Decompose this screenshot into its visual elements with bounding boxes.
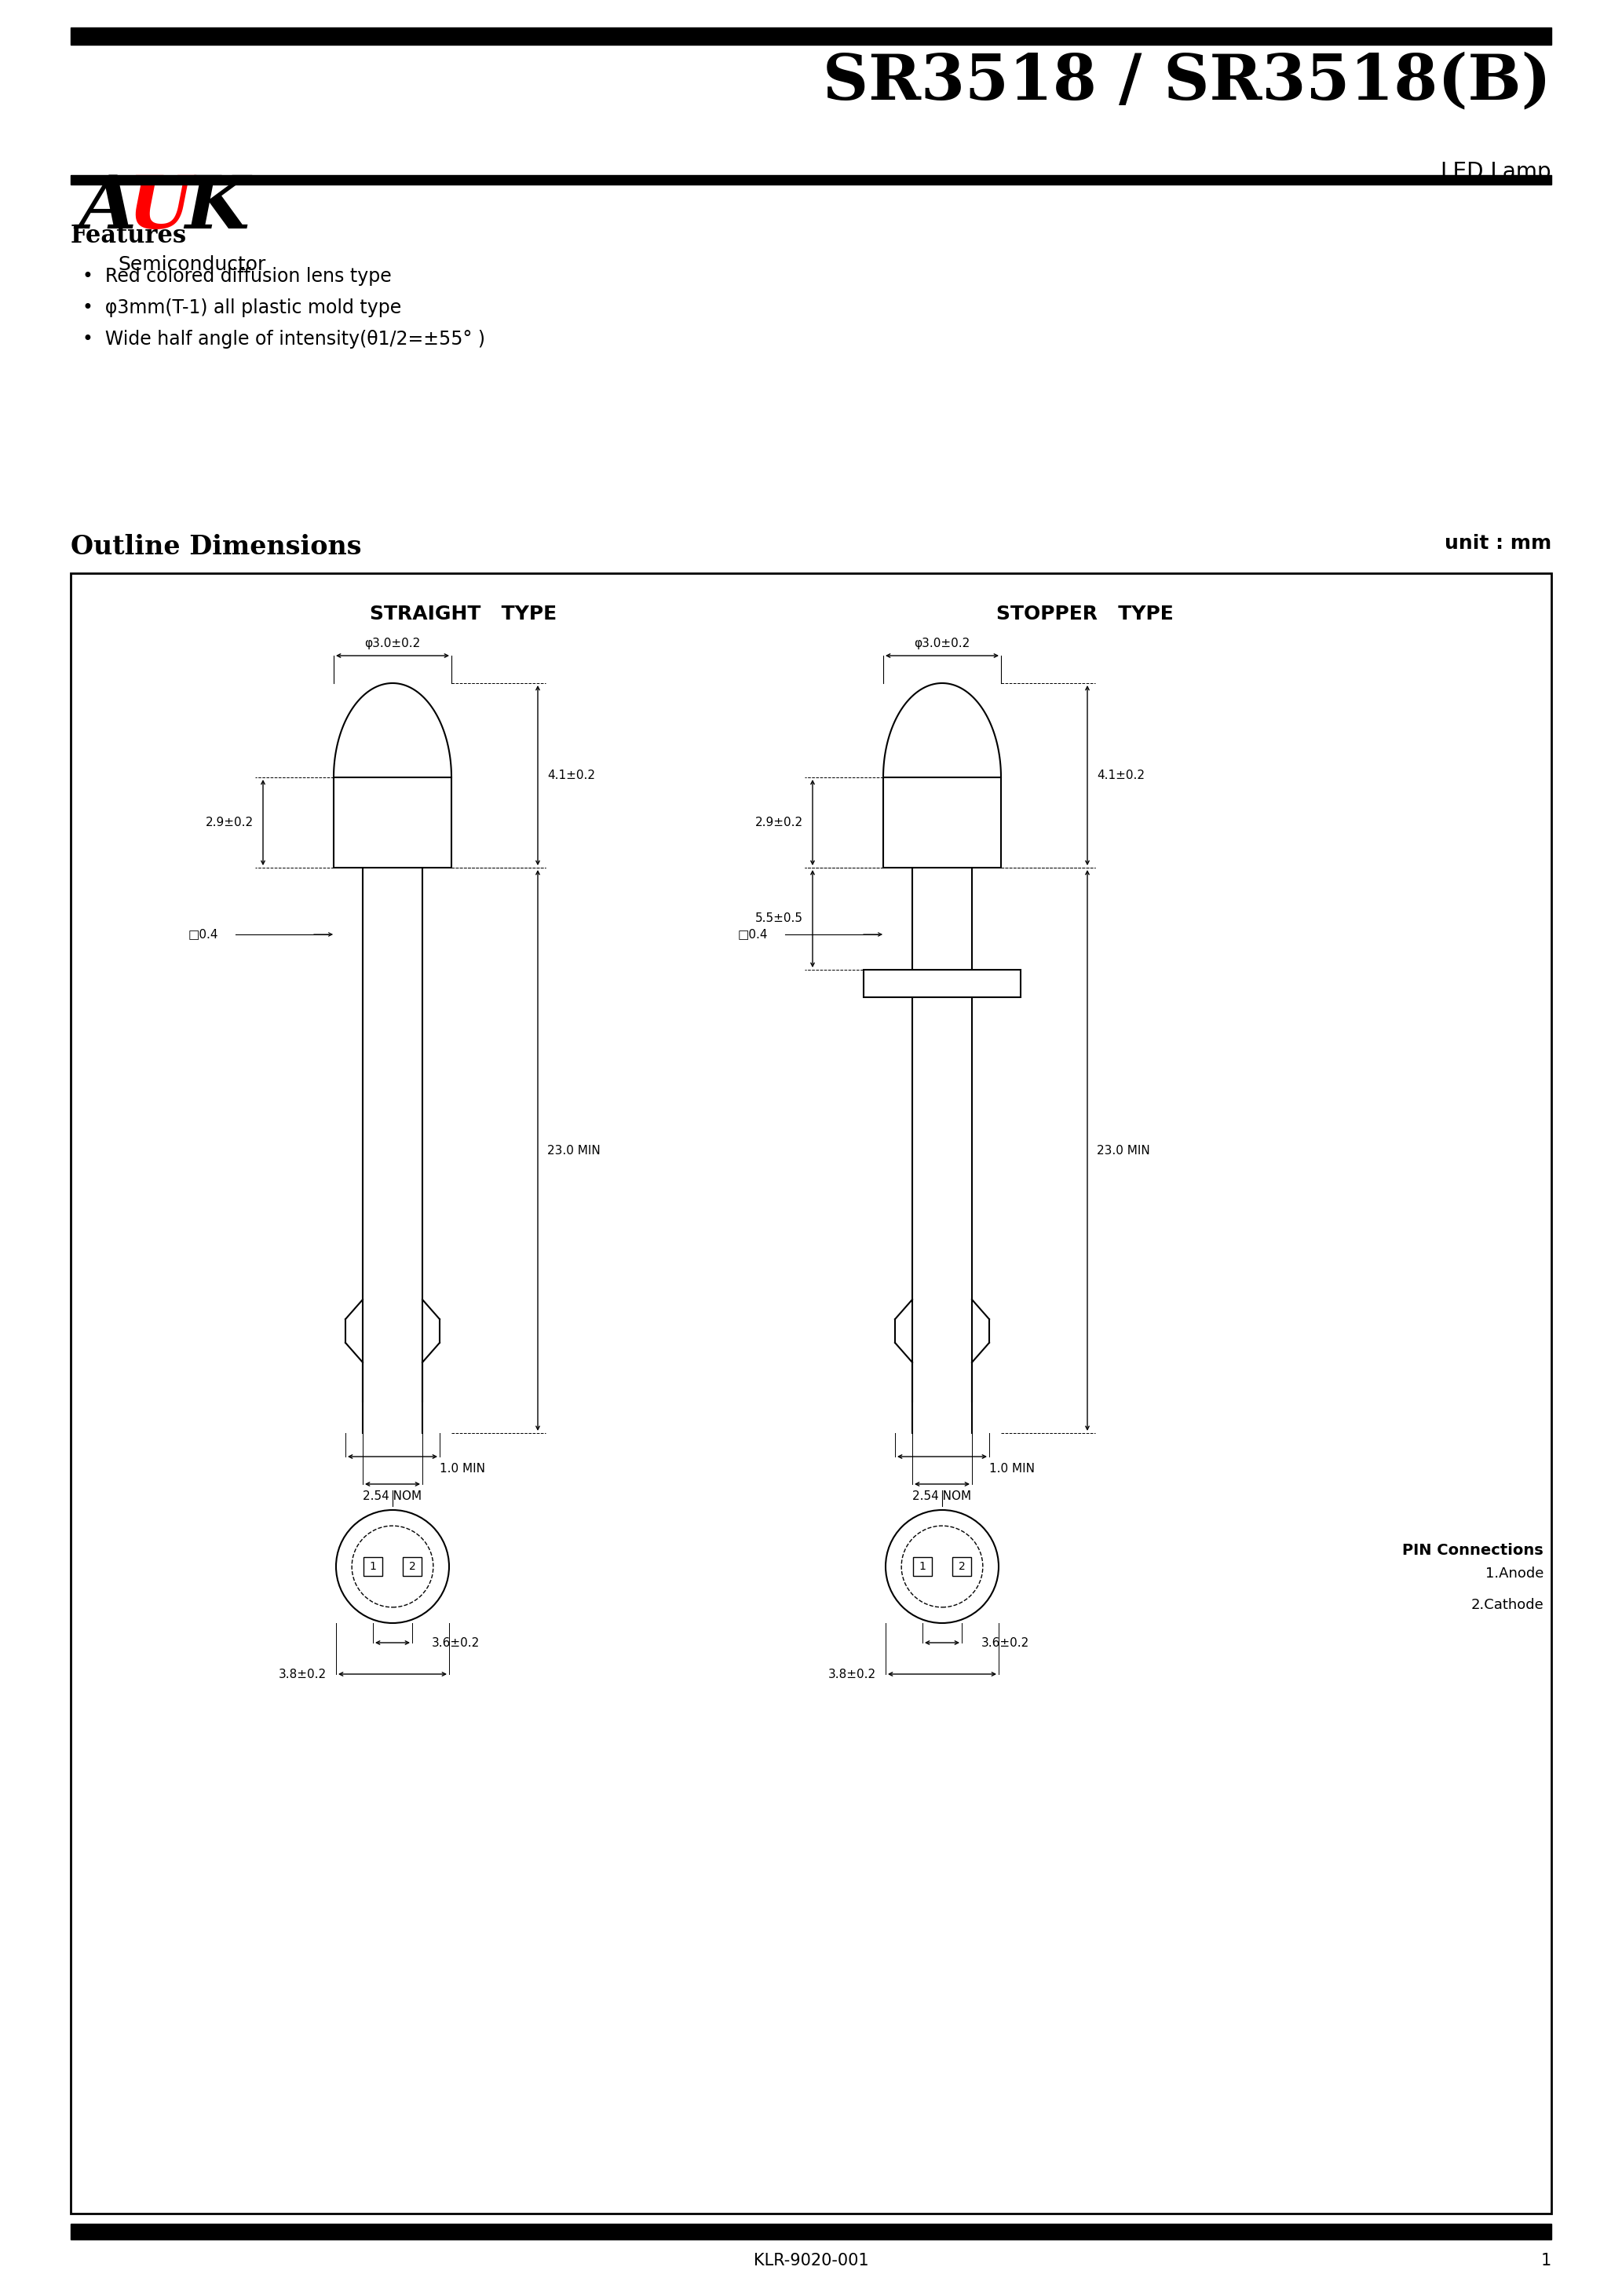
Text: 2.9±0.2: 2.9±0.2 [756, 817, 803, 829]
Text: 1: 1 [920, 1561, 926, 1573]
Circle shape [902, 1527, 983, 1607]
Bar [71, 174, 1551, 184]
Text: U: U [127, 172, 191, 243]
Text: •  Wide half angle of intensity(θ1/2=±55° ): • Wide half angle of intensity(θ1/2=±55°… [83, 331, 485, 349]
Text: STRAIGHT   TYPE: STRAIGHT TYPE [370, 604, 556, 625]
Text: A: A [78, 172, 136, 243]
Text: 2: 2 [409, 1561, 415, 1573]
Text: φ3.0±0.2: φ3.0±0.2 [915, 638, 970, 650]
Text: □0.4: □0.4 [188, 928, 219, 941]
Text: KLR-9020-001: KLR-9020-001 [754, 2252, 868, 2268]
Circle shape [886, 1511, 999, 1623]
Text: □0.4: □0.4 [738, 928, 769, 941]
Text: 1.0 MIN: 1.0 MIN [989, 1463, 1035, 1474]
Bar [334, 778, 451, 868]
Bar [884, 778, 1001, 868]
Bar [402, 1557, 422, 1575]
Text: Features: Features [71, 223, 187, 248]
Text: LED Lamp: LED Lamp [1440, 161, 1551, 184]
Text: Semiconductor: Semiconductor [118, 255, 266, 273]
Text: 4.1±0.2: 4.1±0.2 [547, 769, 595, 781]
Text: 2.Cathode: 2.Cathode [1471, 1598, 1544, 1612]
Text: •  Red colored diffusion lens type: • Red colored diffusion lens type [83, 266, 391, 285]
Bar [71, 574, 1551, 2213]
Text: 4.1±0.2: 4.1±0.2 [1096, 769, 1145, 781]
Text: 23.0 MIN: 23.0 MIN [547, 1143, 600, 1157]
Circle shape [336, 1511, 449, 1623]
Text: 3.6±0.2: 3.6±0.2 [431, 1637, 480, 1649]
Text: 2.54 NOM: 2.54 NOM [363, 1490, 422, 1502]
Text: 3.6±0.2: 3.6±0.2 [981, 1637, 1030, 1649]
Bar [71, 2225, 1551, 2239]
Bar [952, 1557, 972, 1575]
Text: 2.9±0.2: 2.9±0.2 [206, 817, 253, 829]
Bar [913, 1557, 933, 1575]
Text: SR3518 / SR3518(B): SR3518 / SR3518(B) [822, 51, 1551, 113]
Text: K: K [185, 172, 248, 243]
Text: 23.0 MIN: 23.0 MIN [1096, 1143, 1150, 1157]
Bar [363, 1557, 383, 1575]
Text: 1.0 MIN: 1.0 MIN [440, 1463, 485, 1474]
Text: φ3.0±0.2: φ3.0±0.2 [365, 638, 420, 650]
Bar [863, 969, 1020, 996]
Text: 5.5±0.5: 5.5±0.5 [756, 914, 803, 925]
Text: 3.8±0.2: 3.8±0.2 [829, 1669, 876, 1681]
Text: •  φ3mm(T-1) all plastic mold type: • φ3mm(T-1) all plastic mold type [83, 298, 401, 317]
Text: 2.54 NOM: 2.54 NOM [913, 1490, 972, 1502]
Text: 1: 1 [1541, 2252, 1551, 2268]
Bar [71, 28, 1551, 44]
Text: 3.8±0.2: 3.8±0.2 [279, 1669, 326, 1681]
Text: 1: 1 [370, 1561, 376, 1573]
Text: unit : mm: unit : mm [1444, 535, 1551, 553]
Text: 1.Anode: 1.Anode [1486, 1566, 1544, 1580]
Text: 2: 2 [959, 1561, 965, 1573]
Text: PIN Connections: PIN Connections [1403, 1543, 1544, 1559]
Circle shape [352, 1527, 433, 1607]
Text: STOPPER   TYPE: STOPPER TYPE [996, 604, 1174, 625]
Text: Outline Dimensions: Outline Dimensions [71, 535, 362, 560]
